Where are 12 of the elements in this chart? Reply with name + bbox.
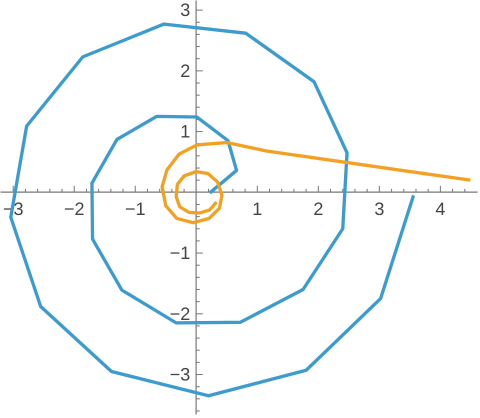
x-tick-label: 3 xyxy=(374,199,384,220)
y-tick-label: −1 xyxy=(170,243,190,264)
y-tick-label: −2 xyxy=(170,304,190,324)
x-tick-label: −2 xyxy=(64,199,84,220)
y-tick-label: 1 xyxy=(180,122,190,142)
y-tick-label: 2 xyxy=(180,60,190,81)
y-tick-label: 3 xyxy=(180,0,190,20)
y-tick-label: −3 xyxy=(170,364,190,384)
x-tick-label: 2 xyxy=(313,199,324,220)
x-tick-label: 4 xyxy=(435,199,446,220)
x-tick-label: 1 xyxy=(252,199,262,220)
x-tick-label: −1 xyxy=(124,199,146,220)
